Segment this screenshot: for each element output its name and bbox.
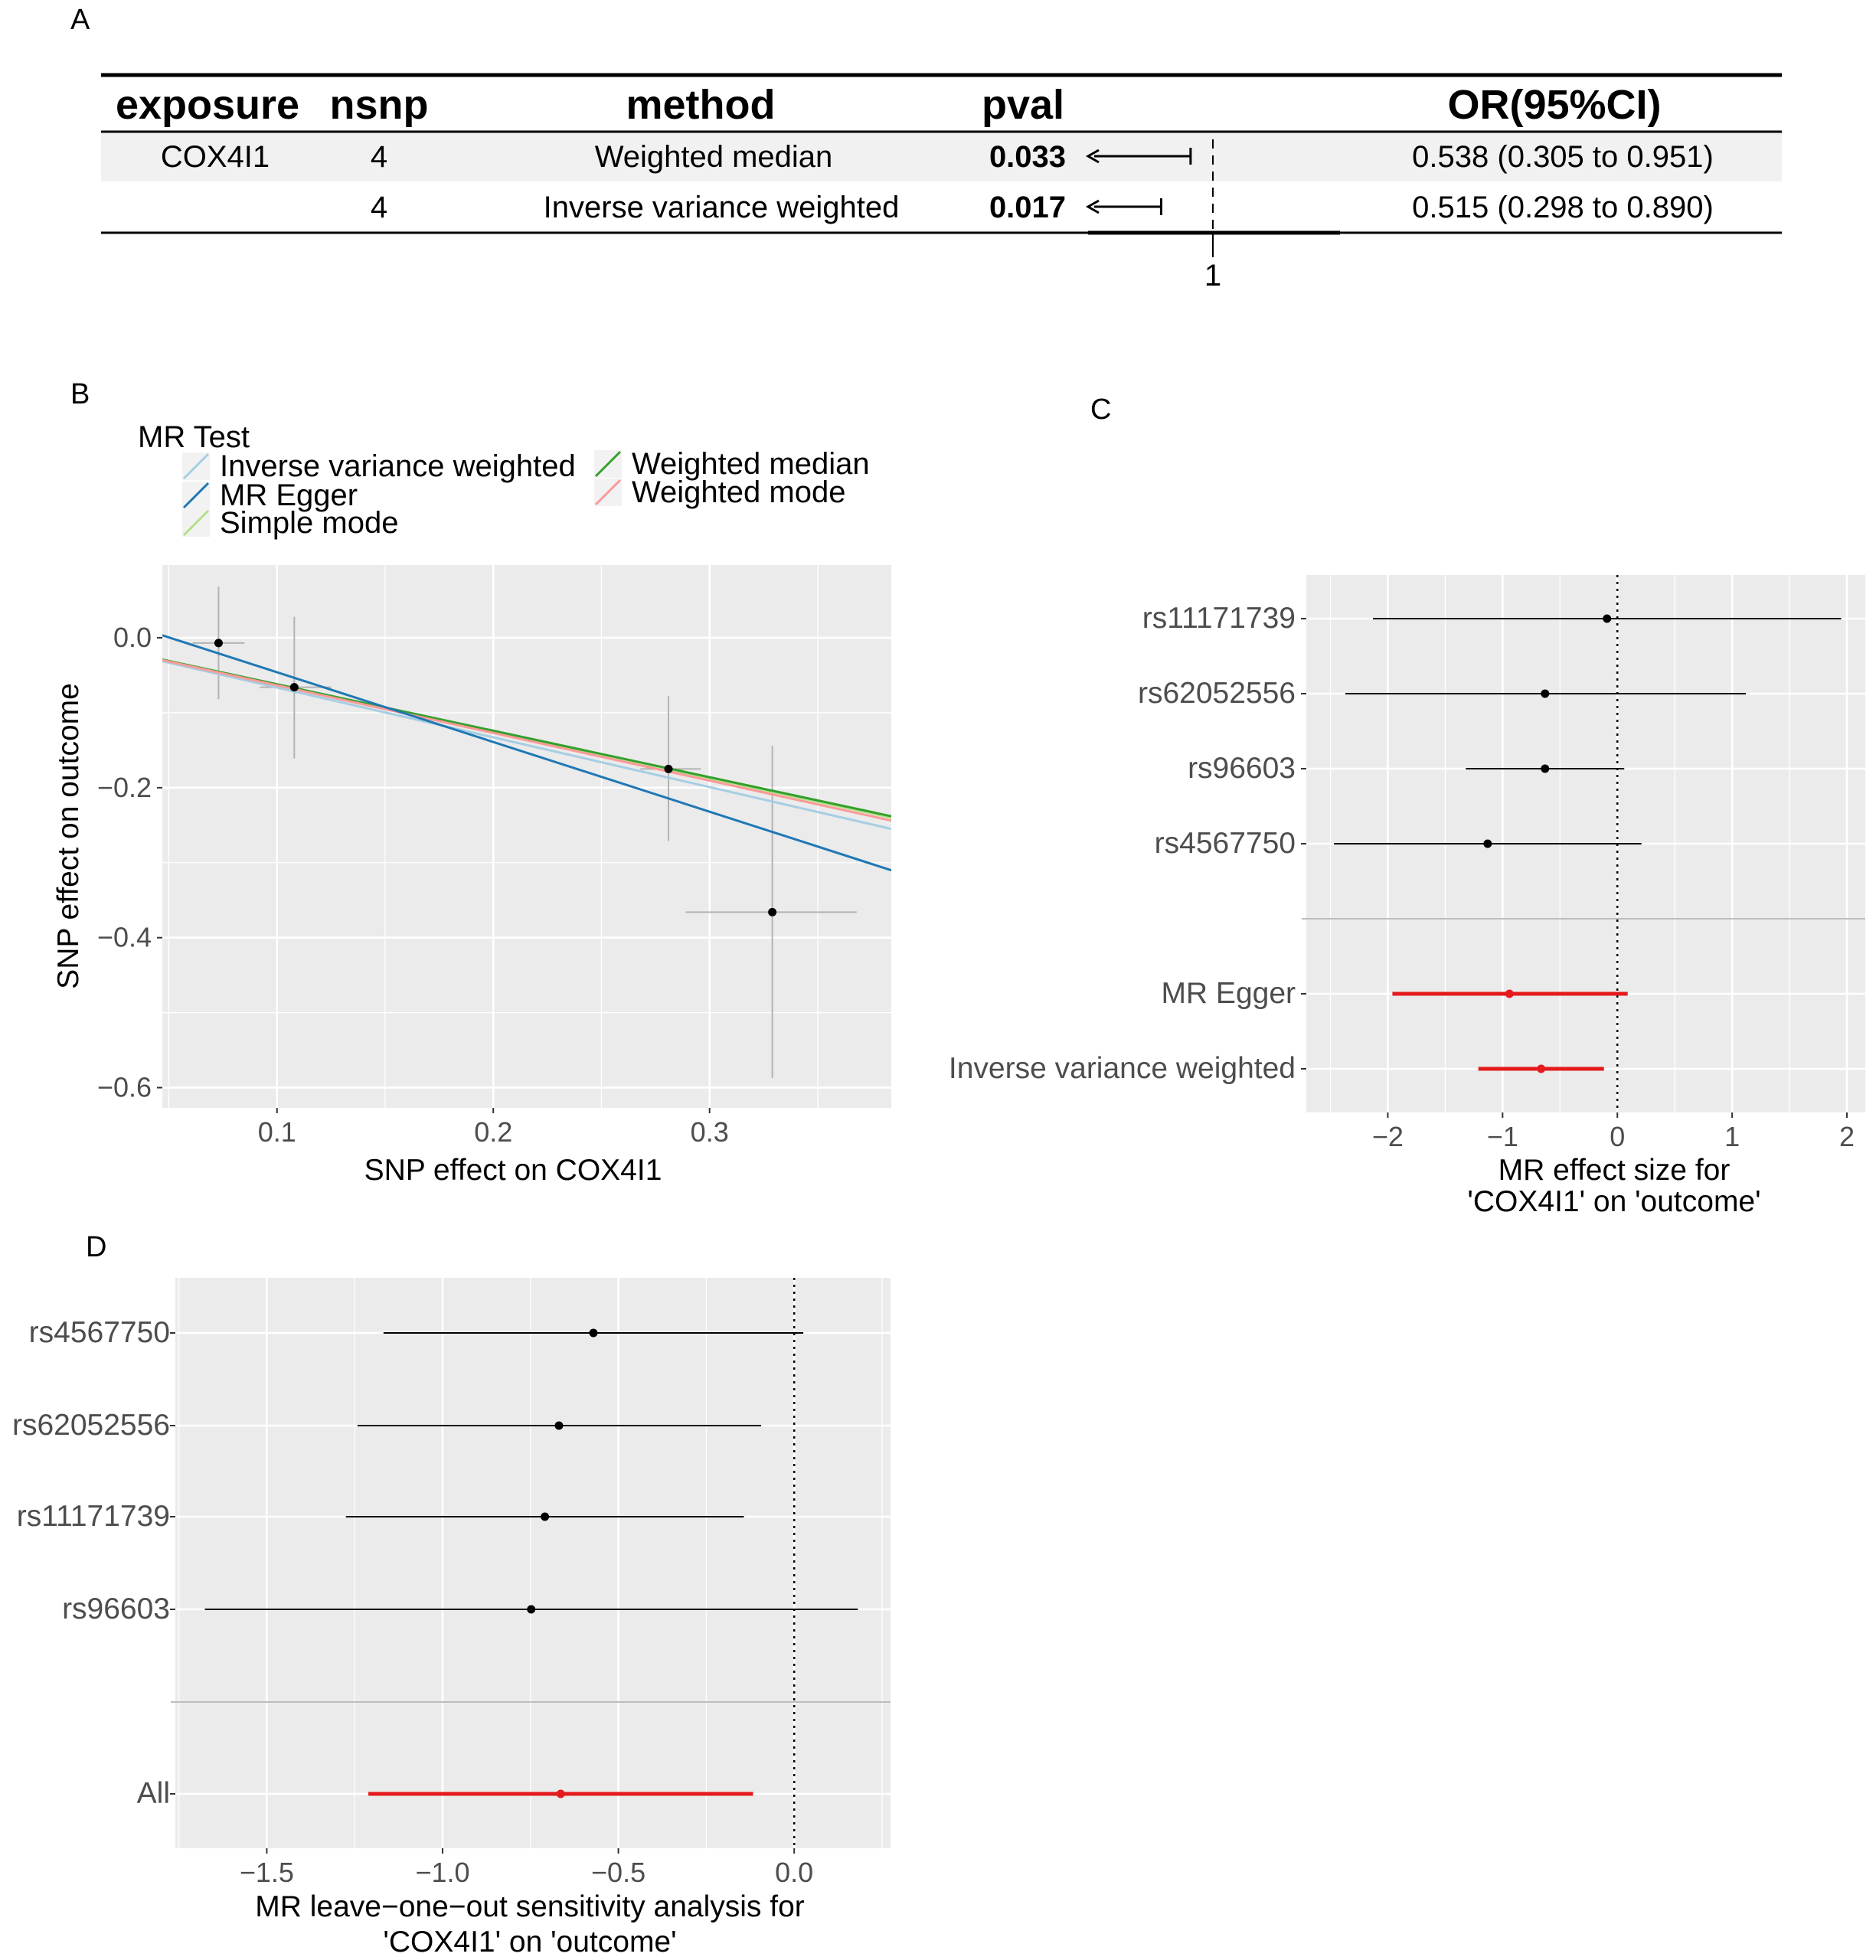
summary-estimate-point bbox=[1505, 989, 1514, 998]
legend-entry-label: Weighted median bbox=[632, 447, 870, 481]
results-table: exposure nsnp method pval OR(95%CI) COX4… bbox=[101, 73, 1782, 292]
x-tick-label: −1.0 bbox=[415, 1857, 469, 1888]
x-tick-label: −1 bbox=[1487, 1121, 1518, 1152]
legend-key-line bbox=[594, 479, 622, 506]
x-axis-title-line2: 'COX4I1' on 'outcome' bbox=[383, 1926, 676, 1958]
plot-panel bbox=[162, 565, 891, 1108]
legend-entry-label: Inverse variance weighted bbox=[220, 449, 576, 483]
legend-key-line bbox=[182, 509, 210, 537]
panel-label-b: B bbox=[70, 378, 90, 410]
column-header-or-ci: OR(95%CI) bbox=[1447, 82, 1661, 128]
table-row: COX4I1 4 Weighted median 0.033 0.538 (0.… bbox=[161, 140, 1714, 174]
x-tick-label: 0.0 bbox=[775, 1857, 813, 1888]
column-header-method: method bbox=[626, 82, 776, 128]
x-tick-label: 1 bbox=[1724, 1121, 1740, 1152]
row-label: Inverse variance weighted bbox=[949, 1052, 1296, 1085]
regression-line bbox=[162, 660, 891, 831]
estimate-point bbox=[1603, 614, 1612, 623]
y-tick-label: −0.6 bbox=[97, 1072, 152, 1103]
data-point bbox=[214, 639, 223, 648]
legend-entry-label: Weighted mode bbox=[632, 475, 845, 509]
forest-plot-single-snp: −2 −1 0 1 2 rs11171739 rs62052556 rs96603 rs4567… bbox=[949, 575, 1865, 1152]
regression-line bbox=[162, 634, 891, 872]
or-forest-column bbox=[1085, 139, 1214, 257]
regression-line bbox=[162, 658, 891, 822]
x-axis-title: SNP effect on COX4I1 bbox=[364, 1154, 662, 1187]
regression-lines bbox=[162, 634, 891, 872]
table-row-band bbox=[101, 132, 1782, 181]
x-tick-label: −2 bbox=[1372, 1121, 1404, 1152]
scatter-plot: 0.1 0.2 0.3 0.0 −0.2 −0.4 −0.6 bbox=[97, 565, 891, 1148]
row-label: rs62052556 bbox=[1138, 677, 1296, 710]
summary-estimate-point bbox=[1537, 1064, 1546, 1073]
estimate-point bbox=[541, 1512, 550, 1521]
estimate-point bbox=[589, 1328, 598, 1338]
forest-plot-leave-one-out: −1.5 −1.0 −0.5 0.0 rs4567750 rs62052556 rs1117… bbox=[12, 1278, 891, 1888]
truncation-arrow-icon bbox=[1085, 149, 1100, 164]
plot-panel bbox=[175, 1278, 891, 1848]
estimate-point bbox=[1541, 764, 1550, 773]
x-tick-label: 2 bbox=[1839, 1121, 1855, 1152]
y-axis-title: SNP effect on outcome bbox=[52, 683, 85, 989]
column-header-nsnp: nsnp bbox=[330, 82, 429, 128]
x-tick-label: −0.5 bbox=[591, 1857, 645, 1888]
estimate-point bbox=[1483, 839, 1492, 848]
cell-nsnp: 4 bbox=[371, 191, 387, 224]
row-label: rs62052556 bbox=[12, 1409, 170, 1442]
estimate-point bbox=[527, 1605, 536, 1614]
data-point bbox=[289, 683, 299, 692]
row-label: rs96603 bbox=[1188, 752, 1296, 785]
row-label: rs11171739 bbox=[17, 1500, 170, 1533]
cell-nsnp: 4 bbox=[371, 140, 387, 174]
row-label: rs96603 bbox=[62, 1592, 170, 1625]
x-axis-title-line1: MR leave−one−out sensitivity analysis fo… bbox=[255, 1890, 805, 1923]
cell-or-ci: 0.515 (0.298 to 0.890) bbox=[1412, 191, 1714, 224]
y-tick-label: −0.4 bbox=[97, 922, 152, 953]
row-label: MR Egger bbox=[1161, 977, 1296, 1010]
x-tick-label: −1.5 bbox=[240, 1857, 294, 1888]
reference-tick-label: 1 bbox=[1204, 259, 1221, 292]
panel-label-d: D bbox=[86, 1231, 106, 1263]
row-label: rs4567750 bbox=[1155, 827, 1296, 860]
cell-or-ci: 0.538 (0.305 to 0.951) bbox=[1412, 140, 1714, 174]
column-header-exposure: exposure bbox=[116, 82, 299, 128]
row-label: rs4567750 bbox=[29, 1316, 170, 1349]
x-axis-title-line1: MR effect size for bbox=[1499, 1154, 1731, 1187]
cell-pval: 0.033 bbox=[989, 140, 1066, 174]
cell-method: Inverse variance weighted bbox=[544, 191, 900, 224]
legend-entry-label: Simple mode bbox=[220, 506, 398, 540]
row-label: All bbox=[137, 1777, 170, 1810]
data-point bbox=[664, 764, 673, 773]
x-tick-label: 0.1 bbox=[258, 1116, 296, 1148]
panel-label-c: C bbox=[1090, 394, 1111, 426]
data-point bbox=[768, 907, 777, 916]
y-tick-label: 0.0 bbox=[113, 622, 152, 653]
cell-method: Weighted median bbox=[595, 140, 833, 174]
table-row: 4 Inverse variance weighted 0.017 0.515 … bbox=[371, 191, 1714, 224]
summary-estimate-point bbox=[556, 1789, 565, 1798]
legend-key-line bbox=[594, 450, 622, 478]
legend-entry-label: MR Egger bbox=[220, 479, 358, 512]
column-header-pval: pval bbox=[982, 82, 1064, 128]
x-axis-title-line2: 'COX4I1' on 'outcome' bbox=[1467, 1185, 1760, 1218]
x-tick-label: 0.3 bbox=[691, 1116, 729, 1148]
estimate-point bbox=[554, 1421, 564, 1430]
x-tick-label: 0.2 bbox=[474, 1116, 512, 1148]
y-tick-label: −0.2 bbox=[97, 772, 152, 803]
panel-label-a: A bbox=[70, 4, 90, 36]
x-tick-label: 0 bbox=[1610, 1121, 1625, 1152]
truncation-arrow-icon bbox=[1085, 199, 1100, 214]
cell-pval: 0.017 bbox=[989, 191, 1066, 224]
row-label: rs11171739 bbox=[1142, 602, 1296, 635]
estimate-point bbox=[1541, 689, 1550, 698]
cell-exposure: COX4I1 bbox=[161, 140, 270, 174]
legend-key-line bbox=[182, 482, 210, 509]
legend-title: MR Test bbox=[138, 420, 250, 454]
legend-key-line bbox=[182, 452, 210, 480]
